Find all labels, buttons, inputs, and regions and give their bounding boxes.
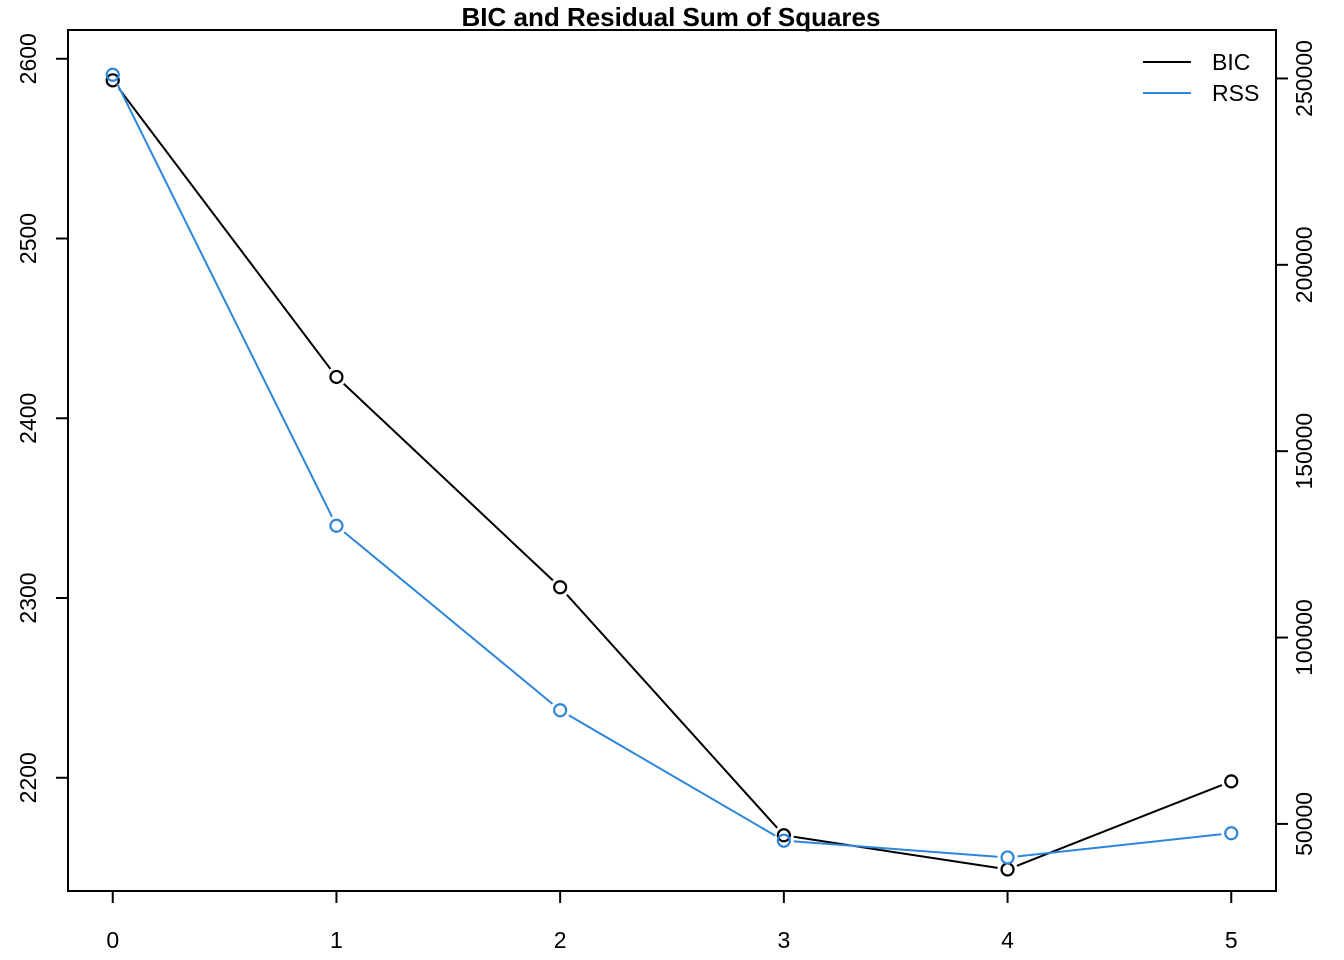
- chart-title: BIC and Residual Sum of Squares: [462, 2, 881, 32]
- x-tick-label: 1: [330, 927, 343, 953]
- legend: BIC RSS: [1143, 49, 1259, 106]
- rss-point: [553, 703, 568, 718]
- bic-point: [553, 580, 568, 595]
- plot-frame: [67, 29, 1277, 892]
- bic-point: [329, 369, 344, 385]
- series-layer: [105, 67, 1239, 877]
- legend-label-rss: RSS: [1212, 80, 1259, 106]
- x-axis: 0 1 2 3 4 5: [106, 891, 1238, 953]
- bic-point: [1224, 774, 1239, 789]
- rss-line-segment: [1017, 833, 1222, 858]
- left-tick-label: 2600: [15, 33, 41, 84]
- legend-label-bic: BIC: [1212, 49, 1250, 75]
- rss-point: [329, 518, 344, 533]
- right-y-axis: 50000 100000 150000 200000 250000: [1276, 40, 1317, 856]
- left-tick-label: 2500: [15, 213, 41, 264]
- bic-line-segment: [793, 835, 998, 869]
- right-tick-label: 250000: [1291, 40, 1317, 117]
- rss-point: [1000, 850, 1015, 865]
- bic-line-segment: [566, 593, 778, 829]
- left-y-axis: 2200 2300 2400 2500 2600: [15, 33, 68, 803]
- bic-point: [105, 73, 120, 88]
- rss-line-segment: [568, 714, 776, 837]
- right-tick-label: 100000: [1291, 599, 1317, 676]
- x-tick-label: 0: [106, 927, 119, 953]
- x-tick-label: 3: [777, 927, 790, 953]
- rss-point: [776, 833, 791, 848]
- x-tick-label: 4: [1001, 927, 1014, 953]
- right-tick-label: 150000: [1291, 413, 1317, 490]
- left-tick-label: 2400: [15, 393, 41, 444]
- x-tick-label: 2: [554, 927, 567, 953]
- bic-line-segment: [343, 383, 554, 582]
- left-tick-label: 2300: [15, 572, 41, 623]
- bic-line-segment: [117, 87, 332, 370]
- right-tick-label: 200000: [1291, 226, 1317, 303]
- left-tick-label: 2200: [15, 752, 41, 803]
- rss-line-segment: [343, 531, 554, 705]
- right-tick-label: 50000: [1291, 792, 1317, 856]
- bic-point: [776, 828, 791, 843]
- rss-point: [105, 67, 120, 82]
- rss-line-segment: [793, 840, 998, 858]
- rss-point: [1224, 826, 1239, 841]
- bic-point: [1000, 862, 1015, 877]
- rss-line-segment: [116, 83, 333, 518]
- x-tick-label: 5: [1225, 927, 1238, 953]
